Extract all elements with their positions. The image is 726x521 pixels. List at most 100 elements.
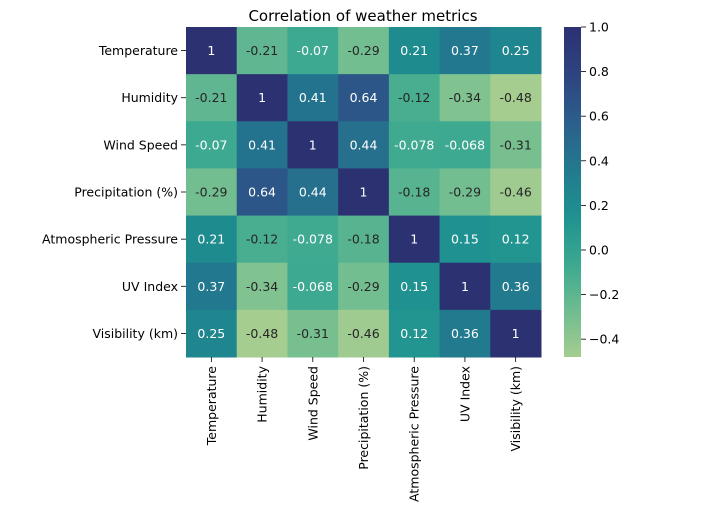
heatmap-cell: [287, 121, 339, 169]
cell-value-label: 0.21: [197, 232, 225, 247]
cell-value-label: 0.44: [350, 137, 378, 152]
heatmap-cell: [439, 215, 491, 264]
cell-value-label: 0.41: [248, 137, 276, 152]
y-tick-label: Atmospheric Pressure: [42, 232, 178, 247]
cell-value-label: 0.64: [350, 90, 378, 105]
cell-value-label: 0.44: [299, 185, 327, 200]
heatmap-cell: [236, 309, 288, 358]
heatmap-cell: [186, 27, 238, 75]
heatmap-cell: [338, 262, 390, 311]
heatmap-cell: [439, 74, 491, 122]
heatmap-cell: [388, 215, 441, 264]
cell-value-label: 1: [207, 43, 215, 58]
x-tick-label: Wind Speed: [305, 366, 320, 441]
cell-value-label: -0.29: [195, 185, 227, 200]
cell-value-label: -0.29: [449, 185, 481, 200]
heatmap-cell: [439, 309, 491, 358]
cell-value-label: -0.078: [394, 137, 434, 152]
colorbar-tick-label: −0.2: [589, 287, 619, 302]
heatmap-cell: [388, 121, 441, 169]
heatmap-cell: [186, 309, 238, 358]
heatmap-cell: [287, 262, 339, 311]
heatmap-cell: [388, 309, 441, 358]
cell-value-label: -0.31: [297, 326, 329, 341]
cell-value-label: -0.29: [347, 43, 379, 58]
cell-value-label: -0.068: [293, 279, 333, 294]
x-tick-label: UV Index: [457, 366, 472, 422]
x-tick-label: Precipitation (%): [356, 366, 371, 470]
cell-value-label: 1: [512, 326, 520, 341]
heatmap-cell: [338, 309, 390, 358]
cell-value-label: 0.12: [400, 326, 428, 341]
cell-value-label: 0.15: [400, 279, 428, 294]
x-tick-label: Temperature: [204, 366, 219, 446]
cell-value-label: 0.15: [451, 232, 479, 247]
heatmap-cell: [236, 121, 288, 169]
heatmap-cell: [490, 27, 542, 75]
cell-value-label: 1: [461, 279, 469, 294]
cell-value-label: 1: [360, 185, 368, 200]
x-tick-label: Humidity: [255, 365, 270, 422]
cell-value-label: 0.41: [299, 90, 327, 105]
cell-value-label: 0.37: [451, 43, 479, 58]
cell-value-label: 1: [410, 232, 418, 247]
cell-value-label: -0.21: [246, 43, 278, 58]
cell-value-label: -0.07: [195, 137, 227, 152]
cell-value-label: 0.36: [502, 279, 530, 294]
heatmap-cell: [287, 27, 339, 75]
heatmap-cell: [186, 262, 238, 311]
heatmap-cell: [388, 262, 441, 311]
cell-value-label: -0.21: [195, 90, 227, 105]
cell-value-label: -0.12: [398, 90, 430, 105]
cell-value-label: -0.18: [347, 232, 379, 247]
heatmap-cell: [490, 168, 542, 217]
cell-value-label: -0.46: [347, 326, 379, 341]
chart-title: Correlation of weather metrics: [248, 7, 477, 25]
colorbar-tick-label: 1.0: [589, 20, 609, 35]
heatmap-cell: [236, 74, 288, 122]
cell-value-label: -0.34: [449, 90, 481, 105]
y-tick-label: Visibility (km): [92, 326, 178, 341]
y-tick-label: Humidity: [121, 90, 178, 105]
heatmap-cell: [439, 262, 491, 311]
cell-value-label: -0.078: [293, 232, 333, 247]
heatmap-cell: [287, 168, 339, 217]
cell-value-label: 1: [258, 90, 266, 105]
cell-value-label: 0.12: [502, 232, 530, 247]
cell-value-label: 0.25: [197, 326, 225, 341]
heatmap-cell: [490, 74, 542, 122]
colorbar: 1.0 0.8 0.6 0.4 0.2 0.0 −0.2 −0.4: [564, 20, 619, 357]
heatmap-cell: [338, 121, 390, 169]
cell-value-label: 0.64: [248, 185, 276, 200]
heatmap-cell: [287, 74, 339, 122]
y-tick-label: UV Index: [122, 279, 178, 294]
heatmap-cell: [236, 27, 288, 75]
colorbar-tick-label: 0.0: [589, 242, 609, 257]
cell-value-label: 0.36: [451, 326, 479, 341]
cell-value-label: -0.34: [246, 279, 278, 294]
heatmap-cells: 1 -0.21 -0.07 -0.29 0.21 0.37 0.25 -0.21 1 0.41 0.…: [186, 27, 542, 358]
heatmap-cell: [439, 168, 491, 217]
heatmap-cell: [388, 74, 441, 122]
cell-value-label: -0.29: [347, 279, 379, 294]
heatmap-cell: [287, 309, 339, 358]
cell-value-label: -0.18: [398, 185, 430, 200]
heatmap-cell: [186, 215, 238, 264]
cell-value-label: 0.25: [502, 43, 530, 58]
heatmap-cell: [439, 121, 491, 169]
y-tick-label: Wind Speed: [103, 137, 178, 152]
colorbar-tick-label: −0.4: [589, 332, 619, 347]
x-tick-label: Visibility (km): [508, 366, 523, 452]
colorbar-gradient: [564, 27, 581, 357]
heatmap-cell: [439, 27, 491, 75]
heatmap-cell: [388, 27, 441, 75]
heatmap-cell: [338, 27, 390, 75]
colorbar-tick-label: 0.4: [589, 153, 609, 168]
heatmap-cell: [338, 74, 390, 122]
cell-value-label: -0.31: [499, 137, 531, 152]
cell-value-label: -0.48: [499, 90, 531, 105]
y-tick-label: Precipitation (%): [74, 185, 178, 200]
x-tick-label: Atmospheric Pressure: [407, 366, 422, 502]
